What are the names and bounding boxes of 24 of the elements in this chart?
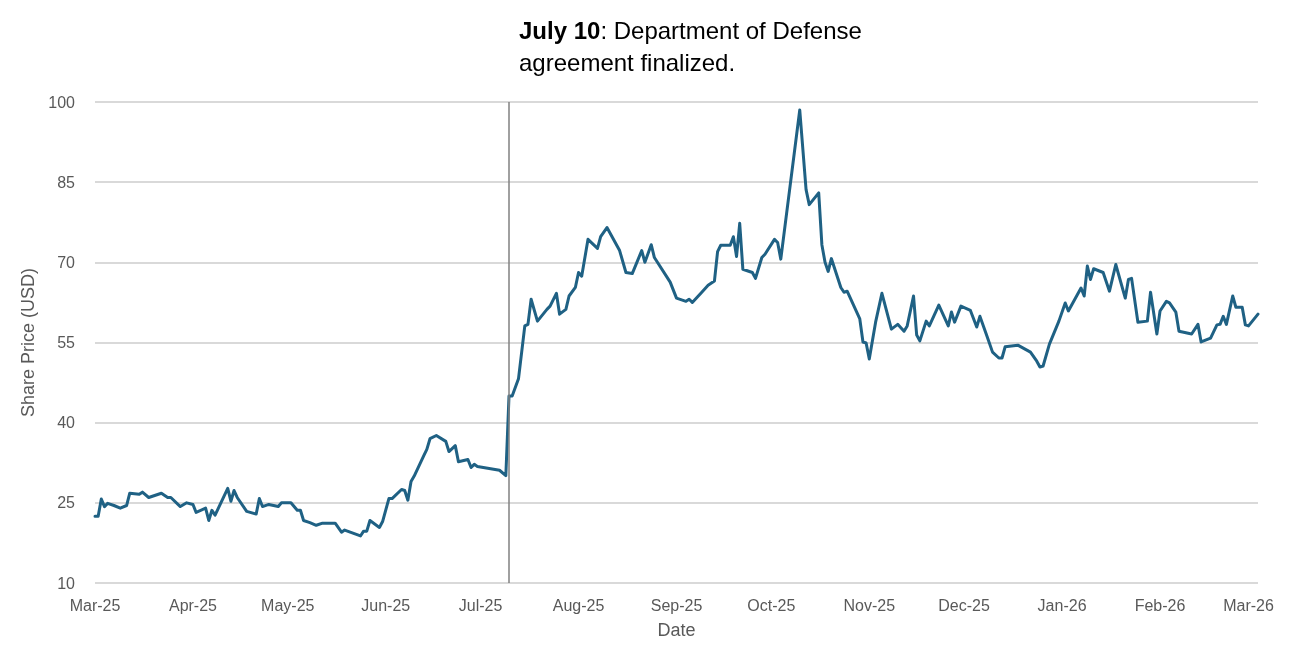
x-tick-label: Jun-25 (361, 596, 411, 614)
x-tick-label: Oct-25 (747, 596, 796, 614)
y-tick-label: 85 (57, 173, 76, 191)
x-tick-label: Aug-25 (552, 596, 605, 614)
y-tick-label: 100 (48, 93, 76, 111)
x-tick-label: Nov-25 (843, 596, 896, 614)
y-axis-title: Share Price (USD) (18, 267, 38, 418)
y-tick-label: 70 (57, 253, 76, 271)
x-tick-label: Mar-26 (1223, 596, 1274, 614)
y-tick-label: 55 (57, 334, 76, 351)
ref-line-label: July 10: Department of Defense agreement finalized. (519, 16, 869, 76)
y-tick-label: 25 (57, 494, 76, 512)
x-axis-title: Date (657, 620, 696, 640)
y-tick-label: 40 (57, 414, 76, 432)
x-tick-label: Jan-26 (1037, 596, 1087, 614)
x-tick-label: Jul-25 (458, 596, 503, 614)
x-tick-label: Mar-25 (69, 596, 121, 614)
x-tick-label: Sep-25 (650, 596, 703, 614)
x-tick-label: May-25 (261, 596, 315, 614)
line-series (93, 108, 1260, 538)
y-tick-label: 10 (57, 574, 76, 592)
x-tick-label: Feb-26 (1134, 596, 1186, 614)
x-tick-label: Apr-25 (168, 596, 218, 614)
x-tick-label: Dec-25 (938, 596, 990, 614)
